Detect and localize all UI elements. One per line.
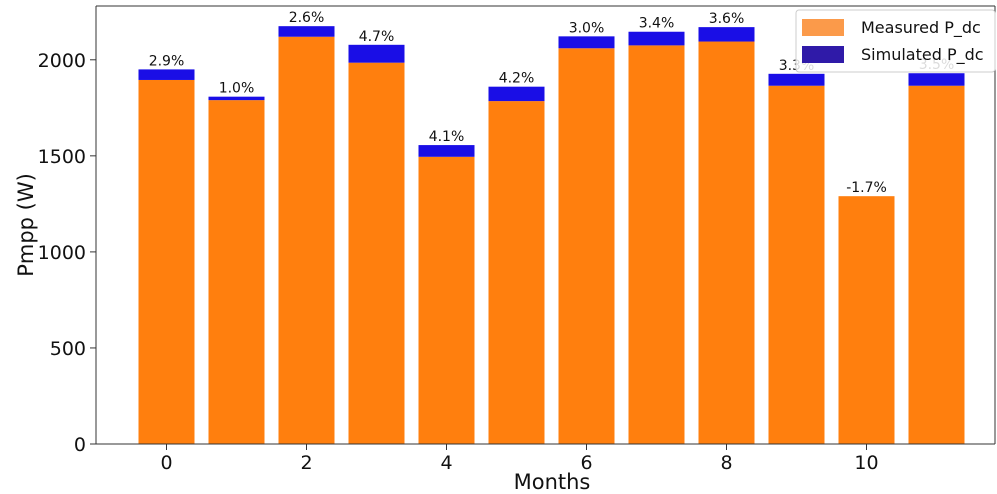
bar-measured-month-11 <box>908 85 965 444</box>
bar-simulated-month-9 <box>768 73 825 86</box>
x-axis-label: Months <box>514 470 591 494</box>
data-label-month-1: 1.0% <box>219 81 255 97</box>
legend-swatch-measured <box>802 19 844 36</box>
y-axis-label: Pmpp (W) <box>14 173 38 277</box>
x-tick-label-4: 4 <box>440 452 452 474</box>
y-tick-label-500: 500 <box>50 338 86 360</box>
bar-simulated-month-6 <box>558 36 615 49</box>
bar-measured-month-7 <box>628 45 685 444</box>
bar-measured-month-3 <box>348 62 405 444</box>
bars-layer <box>138 26 965 445</box>
data-label-month-4: 4.1% <box>429 129 465 145</box>
bar-measured-month-2 <box>278 36 335 444</box>
bar-measured-month-4 <box>418 156 475 445</box>
y-tick-label-0: 0 <box>74 434 86 456</box>
bar-measured-month-0 <box>138 79 195 445</box>
data-label-month-7: 3.4% <box>639 16 675 32</box>
x-tick-label-6: 6 <box>580 452 592 474</box>
data-label-month-2: 2.6% <box>289 10 325 26</box>
bar-simulated-month-5 <box>488 86 545 102</box>
bar-simulated-month-11 <box>908 73 965 86</box>
bar-measured-month-8 <box>698 41 755 444</box>
x-tick-label-10: 10 <box>854 452 878 474</box>
bar-measured-month-6 <box>558 48 615 445</box>
data-label-month-5: 4.2% <box>499 71 535 87</box>
x-tick-label-0: 0 <box>160 452 172 474</box>
bar-measured-month-1 <box>208 100 265 444</box>
data-label-month-0: 2.9% <box>149 53 185 69</box>
bar-simulated-month-3 <box>348 44 405 63</box>
bar-simulated-month-8 <box>698 27 755 42</box>
bar-simulated-month-0 <box>138 69 195 80</box>
legend: Measured P_dc Simulated P_dc <box>795 9 996 73</box>
bar-measured-month-10 <box>838 196 895 444</box>
bar-simulated-month-7 <box>628 31 685 46</box>
legend-swatch-simulated <box>802 46 844 63</box>
bar-measured-month-5 <box>488 101 545 444</box>
x-tick-label-2: 2 <box>300 452 312 474</box>
legend-label-measured: Measured P_dc <box>861 18 981 38</box>
bar-simulated-month-1 <box>208 96 265 101</box>
data-label-month-10: -1.7% <box>846 180 887 196</box>
data-label-month-6: 3.0% <box>569 20 605 36</box>
legend-box <box>795 9 996 73</box>
bar-simulated-month-4 <box>418 145 475 157</box>
x-tick-label-8: 8 <box>720 452 732 474</box>
y-tick-label-2000: 2000 <box>38 50 86 72</box>
data-label-month-3: 4.7% <box>359 29 395 45</box>
y-tick-label-1000: 1000 <box>38 242 86 264</box>
bar-measured-month-9 <box>768 85 825 444</box>
axes-layer: 0 500 1000 1500 2000 0 2 4 6 8 10 <box>38 5 996 474</box>
bar-simulated-month-2 <box>278 26 335 37</box>
legend-label-simulated: Simulated P_dc <box>861 45 984 65</box>
y-tick-label-1500: 1500 <box>38 146 86 168</box>
data-label-month-8: 3.6% <box>709 11 745 27</box>
